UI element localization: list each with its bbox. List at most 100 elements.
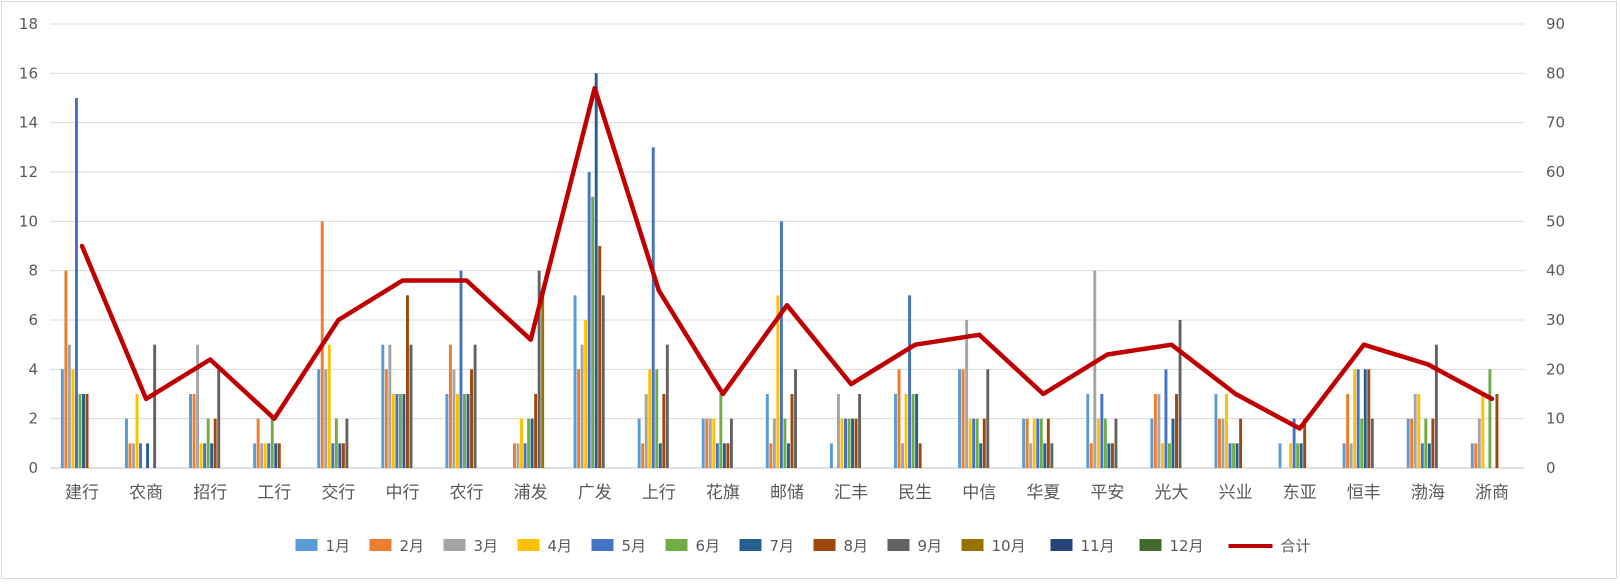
category-label: 中行 [385,483,419,503]
bar [203,443,207,468]
bar [1232,443,1236,468]
bar [911,394,915,468]
bar [253,443,257,468]
bar [958,369,962,468]
category-label: 工行 [257,483,291,503]
bar [836,394,840,468]
bar [338,443,342,468]
bar [840,418,844,468]
bar [1086,394,1090,468]
bar [402,394,406,468]
category-label: 兴业 [1219,483,1253,503]
bar [470,369,474,468]
bar [1292,418,1296,468]
legend-label: 8月 [844,537,869,555]
bar [128,443,132,468]
bar [274,443,278,468]
legend-item: 7月 [739,537,794,555]
bar [705,418,709,468]
bar [769,443,773,468]
bar [189,394,192,468]
y-tick-label: 2 [28,410,38,428]
bar [701,418,705,468]
x-axis: 建行 农商 招行 工行 交行 中行 农行 浦发 广发 上行 花旗 邮储 汇丰 民生 中信 华夏 平安 光大 兴业 东亚… [65,483,1509,503]
bar [513,443,516,468]
category-label: 广发 [578,483,612,503]
bar [530,418,534,468]
bar [196,344,200,468]
bar [908,295,912,468]
bar [894,394,897,468]
total-line [79,85,1495,431]
category-label: 农行 [450,483,484,503]
bar [327,344,331,468]
y2-tick-label: 10 [1546,410,1565,428]
bar [1349,443,1353,468]
bar [395,394,399,468]
total-line-series [79,85,1495,431]
bar [986,369,990,468]
bar [584,320,588,468]
bar [854,418,858,468]
bar [60,369,64,468]
legend-swatch [739,539,762,551]
y2-tick-label: 70 [1546,114,1565,132]
bar [1481,394,1485,468]
category-label: 平安 [1090,483,1124,503]
bar [345,418,349,468]
bar [85,394,89,468]
bar [1474,443,1478,468]
category-label: 上行 [642,483,676,503]
legend-swatch [295,539,318,551]
bar [965,320,969,468]
y2-tick-label: 0 [1546,459,1556,477]
bar [1299,443,1303,468]
bar [968,418,972,468]
bar [452,369,456,468]
bar [1022,418,1026,468]
bar [1032,418,1036,468]
bar [455,394,459,468]
bar [534,394,538,468]
bar [1036,418,1040,468]
bar [904,394,908,468]
bar [213,418,217,468]
bar [381,344,385,468]
bar [520,418,524,468]
bar [651,147,655,469]
y2-tick-label: 90 [1546,15,1565,33]
bar [982,418,986,468]
legend-swatch [443,539,466,551]
bar [210,443,214,468]
bar [1160,443,1164,468]
bar [1239,418,1243,468]
bar [527,418,531,468]
bar [124,418,128,468]
bar [523,443,527,468]
legend-label: 6月 [696,537,721,555]
category-label: 汇丰 [834,483,868,503]
legend-label: 9月 [918,537,943,555]
bar [1488,369,1492,468]
bar [135,394,139,468]
bar [1114,418,1118,468]
bar [1103,418,1107,468]
bar [409,344,413,468]
legend: 1月 2月 3月 4月 5月 6月 7月 8月 9月 10月 11月 12月 合计 [295,537,1311,555]
bar [64,270,68,468]
bar [1417,394,1421,468]
bar [537,270,541,468]
bar [972,418,976,468]
category-label: 花旗 [706,483,740,503]
bar [901,443,904,468]
legend-item: 3月 [443,537,498,555]
bar [1289,443,1293,468]
bar [206,418,210,468]
bar [573,295,577,468]
bar [708,418,712,468]
legend-label: 10月 [992,537,1026,555]
category-label: 浦发 [514,483,548,503]
bar [1107,443,1111,468]
bar [1363,369,1367,468]
